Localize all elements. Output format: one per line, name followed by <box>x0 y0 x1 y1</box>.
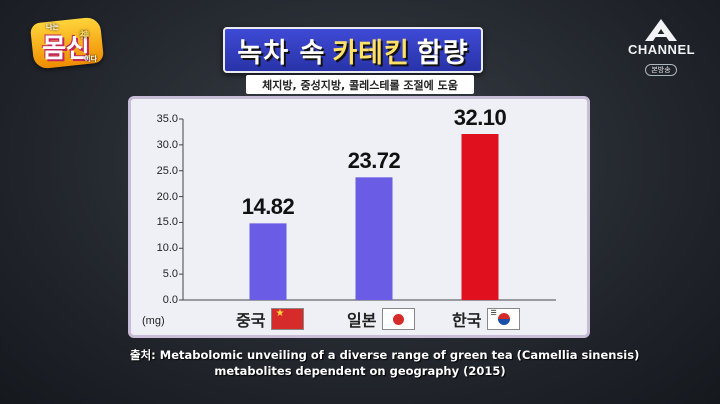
y-tick-label: 20.0 <box>156 190 178 203</box>
category-korea: 한국 <box>452 307 521 331</box>
title-part-1: 녹차 속 <box>237 37 326 69</box>
chart-title-banner: 녹차 속 카테킨 함량 <box>223 27 483 73</box>
source-caption: 출처: Metabolomic unveiling of a diverse r… <box>130 347 640 379</box>
korea-flag-icon <box>487 308 521 330</box>
data-label-한국: 32.10 <box>453 104 507 130</box>
y-tick-label: 30.0 <box>156 138 178 151</box>
show-logo-bottom-text: 이다 <box>84 55 97 63</box>
bar-일본 <box>355 177 393 300</box>
title-highlight: 카테킨 <box>332 37 410 69</box>
show-logo-top-text: 나는 <box>46 23 59 31</box>
y-axis-unit: (mg) <box>142 315 165 327</box>
show-logo: 나는 몸신 神 이다 <box>29 16 105 70</box>
category-label-korea: 한국 <box>452 311 482 330</box>
y-tick-label: 15.0 <box>156 216 178 229</box>
show-logo-mark: 神 <box>80 31 90 41</box>
show-logo-main-text: 몸신 <box>42 34 90 64</box>
channel-a-logo: CHANNEL 본방송 <box>628 18 696 76</box>
y-tick-label: 25.0 <box>156 164 178 177</box>
category-japan: 일본 <box>347 307 416 331</box>
bar-한국 <box>461 133 499 300</box>
channel-a-icon <box>645 19 677 41</box>
y-tick-label: 35.0 <box>156 113 178 125</box>
channel-name: CHANNEL <box>628 42 696 57</box>
source-line-1: 출처: Metabolomic unveiling of a diverse r… <box>130 348 640 362</box>
japan-flag-icon <box>382 308 416 330</box>
category-label-japan: 일본 <box>347 311 377 330</box>
category-label-china: 중국 <box>236 311 266 330</box>
category-china: 중국 <box>236 307 305 331</box>
data-label-중국: 14.82 <box>241 194 295 220</box>
source-line-2: metabolites dependent on geography (2015… <box>214 364 506 378</box>
chart-subtitle: 체지방, 중성지방, 콜레스테롤 조절에 도움 <box>246 75 474 94</box>
bar-layer <box>249 133 499 300</box>
y-tick-label: 10.0 <box>156 242 178 255</box>
bar-중국 <box>249 223 287 300</box>
channel-broadcast-badge: 본방송 <box>645 64 677 76</box>
china-flag-icon <box>271 308 305 330</box>
title-part-2: 함량 <box>416 37 469 69</box>
y-tick-label: 5.0 <box>162 268 178 281</box>
data-label-일본: 23.72 <box>347 148 401 174</box>
y-tick-label: 0.0 <box>162 294 178 306</box>
